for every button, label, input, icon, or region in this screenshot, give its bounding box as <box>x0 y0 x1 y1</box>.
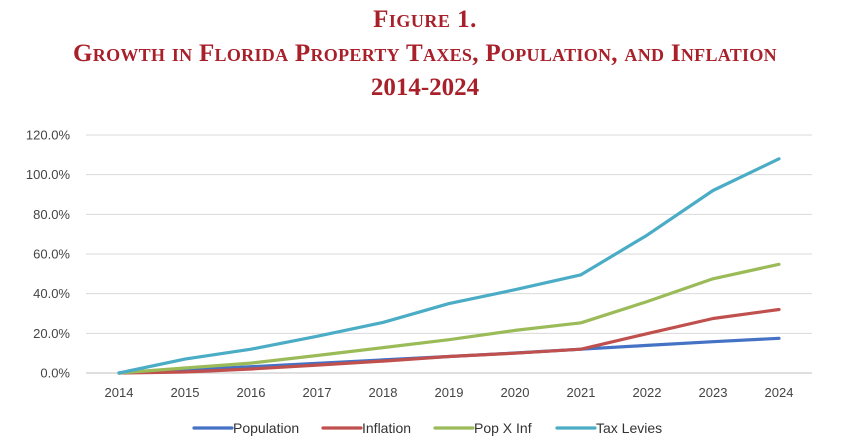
x-tick-label: 2024 <box>765 385 794 400</box>
x-tick-label: 2015 <box>171 385 200 400</box>
legend-label-pop-x-inf: Pop X Inf <box>474 420 532 436</box>
chart-title-line3: 2014-2024 <box>370 74 480 101</box>
x-tick-label: 2018 <box>369 385 398 400</box>
x-tick-label: 2021 <box>567 385 596 400</box>
x-tick-label: 2020 <box>501 385 530 400</box>
legend-label-inflation: Inflation <box>362 420 411 436</box>
chart-title-line1: Figure 1. <box>373 6 477 33</box>
y-tick-label: 0.0% <box>40 366 70 381</box>
y-tick-label: 40.0% <box>33 286 70 301</box>
x-tick-label: 2014 <box>105 385 134 400</box>
legend-label-population: Population <box>233 420 299 436</box>
series-line-tax-levies <box>117 157 781 375</box>
y-tick-label: 60.0% <box>33 247 70 262</box>
y-tick-label: 120.0% <box>26 128 71 143</box>
y-tick-label: 100.0% <box>26 167 71 182</box>
series-line-pop-x-inf <box>117 262 781 375</box>
chart-title-line2: Growth in Florida Property Taxes, Popula… <box>73 40 777 67</box>
legend-label-tax-levies: Tax Levies <box>596 420 662 436</box>
x-tick-label: 2016 <box>237 385 266 400</box>
x-tick-label: 2022 <box>633 385 662 400</box>
x-tick-label: 2017 <box>303 385 332 400</box>
x-tick-label: 2023 <box>699 385 728 400</box>
y-tick-label: 20.0% <box>33 326 70 341</box>
x-tick-label: 2019 <box>435 385 464 400</box>
series-line-inflation <box>117 307 781 375</box>
y-tick-label: 80.0% <box>33 207 70 222</box>
